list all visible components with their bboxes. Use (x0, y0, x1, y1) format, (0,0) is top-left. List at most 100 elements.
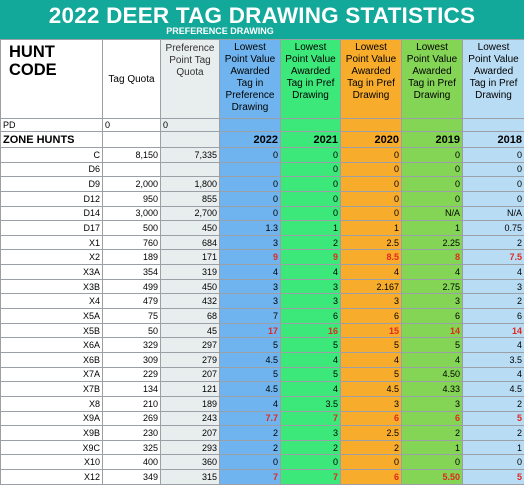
tag-quota-cell[interactable] (102, 161, 161, 178)
tag-quota-cell[interactable]: 760 (102, 234, 161, 251)
value-2019-cell[interactable]: 4.50 (401, 366, 463, 383)
header-2020[interactable]: Lowest Point Value Awarded Tag in Pref D… (340, 39, 402, 119)
tag-quota-cell[interactable]: 950 (102, 190, 161, 207)
value-2019-cell[interactable]: 2 (401, 425, 463, 441)
hunt-code-cell[interactable]: C (0, 147, 103, 163)
hunt-code-cell[interactable]: X6B (0, 351, 103, 368)
tag-quota-cell[interactable]: 134 (102, 381, 161, 397)
value-2022-cell[interactable]: 5 (219, 366, 281, 383)
header-2022[interactable]: Lowest Point Value Awarded Tag in Prefer… (219, 39, 281, 119)
pp-quota-cell[interactable]: 297 (160, 337, 220, 353)
value-2019-cell[interactable]: 0 (401, 190, 463, 207)
hunt-code-cell[interactable]: X6A (0, 337, 103, 353)
value-2021-cell[interactable]: 16 (280, 322, 341, 339)
pp-quota-cell[interactable]: 432 (160, 293, 220, 310)
hunt-code-cell[interactable]: X12 (0, 469, 103, 485)
value-2022-cell[interactable]: 0 (219, 147, 281, 163)
value-2018-cell[interactable]: 4 (462, 337, 524, 353)
pp-quota-cell[interactable]: 450 (160, 220, 220, 236)
tag-quota-cell[interactable]: 50 (102, 322, 161, 339)
value-2021-cell[interactable]: 5 (280, 366, 341, 383)
header-2021[interactable]: Lowest Point Value Awarded Tag in Pref D… (280, 39, 341, 119)
value-2022-cell[interactable]: 7 (219, 308, 281, 324)
pd-2019[interactable] (401, 118, 463, 132)
hunt-code-cell[interactable]: X2 (0, 249, 103, 266)
hunt-code-cell[interactable]: X8 (0, 395, 103, 412)
value-2020-cell[interactable]: 1 (340, 220, 402, 236)
hunt-code-cell[interactable]: X9A (0, 410, 103, 427)
tag-quota-header[interactable]: Tag Quota (102, 39, 161, 119)
value-2021-cell[interactable]: 3 (280, 425, 341, 441)
value-2021-cell[interactable]: 4 (280, 351, 341, 368)
value-2018-cell[interactable]: 5 (462, 469, 524, 485)
value-2022-cell[interactable] (219, 161, 281, 178)
hunt-code-cell[interactable]: D9 (0, 176, 103, 192)
zone-hunts-label[interactable]: ZONE HUNTS (0, 131, 103, 148)
value-2020-cell[interactable]: 0 (340, 190, 402, 207)
value-2022-cell[interactable]: 5 (219, 337, 281, 353)
hunt-code-cell[interactable]: D12 (0, 190, 103, 207)
hunt-code-cell[interactable]: X5A (0, 308, 103, 324)
zone-pp-quota[interactable] (160, 131, 220, 148)
hunt-code-header[interactable]: HUNT CODE (0, 39, 103, 119)
value-2020-cell[interactable]: 3 (340, 395, 402, 412)
tag-quota-cell[interactable]: 309 (102, 351, 161, 368)
pd-2021[interactable] (280, 118, 341, 132)
pp-quota-cell[interactable]: 243 (160, 410, 220, 427)
tag-quota-cell[interactable]: 329 (102, 337, 161, 353)
value-2020-cell[interactable]: 2.167 (340, 278, 402, 295)
value-2020-cell[interactable]: 2.5 (340, 425, 402, 441)
value-2021-cell[interactable]: 3 (280, 293, 341, 310)
hunt-code-cell[interactable]: D6 (0, 161, 103, 178)
value-2019-cell[interactable]: 0 (401, 147, 463, 163)
value-2018-cell[interactable]: 0.75 (462, 220, 524, 236)
value-2022-cell[interactable]: 4.5 (219, 381, 281, 397)
value-2021-cell[interactable]: 0 (280, 190, 341, 207)
hunt-code-cell[interactable]: X5B (0, 322, 103, 339)
pp-quota-cell[interactable]: 315 (160, 469, 220, 485)
value-2022-cell[interactable]: 4.5 (219, 351, 281, 368)
tag-quota-cell[interactable]: 3,000 (102, 205, 161, 222)
hunt-code-cell[interactable]: X7B (0, 381, 103, 397)
value-2019-cell[interactable]: 14 (401, 322, 463, 339)
tag-quota-cell[interactable]: 325 (102, 439, 161, 456)
value-2020-cell[interactable]: 0 (340, 147, 402, 163)
value-2022-cell[interactable]: 4 (219, 264, 281, 280)
pp-quota-cell[interactable]: 319 (160, 264, 220, 280)
hunt-code-cell[interactable]: D14 (0, 205, 103, 222)
tag-quota-cell[interactable]: 400 (102, 454, 161, 471)
tag-quota-cell[interactable]: 500 (102, 220, 161, 236)
pd-label[interactable]: PD (0, 118, 103, 132)
hunt-code-cell[interactable]: X10 (0, 454, 103, 471)
value-2021-cell[interactable]: 0 (280, 161, 341, 178)
value-2018-cell[interactable]: 14 (462, 322, 524, 339)
value-2018-cell[interactable]: 5 (462, 410, 524, 427)
value-2022-cell[interactable]: 0 (219, 190, 281, 207)
value-2019-cell[interactable]: 2.25 (401, 234, 463, 251)
pp-quota-cell[interactable]: 171 (160, 249, 220, 266)
tag-quota-cell[interactable]: 499 (102, 278, 161, 295)
year-2020[interactable]: 2020 (340, 131, 402, 148)
pp-quota-cell[interactable]: 360 (160, 454, 220, 471)
value-2022-cell[interactable]: 3 (219, 293, 281, 310)
pd-pp-quota[interactable]: 0 (160, 118, 220, 132)
value-2018-cell[interactable]: N/A (462, 205, 524, 222)
tag-quota-cell[interactable]: 210 (102, 395, 161, 412)
value-2018-cell[interactable]: 6 (462, 308, 524, 324)
value-2020-cell[interactable]: 3 (340, 293, 402, 310)
hunt-code-cell[interactable]: X9B (0, 425, 103, 441)
value-2020-cell[interactable]: 0 (340, 205, 402, 222)
zone-tag-quota[interactable] (102, 131, 161, 148)
value-2022-cell[interactable]: 0 (219, 176, 281, 192)
value-2022-cell[interactable]: 0 (219, 205, 281, 222)
value-2022-cell[interactable]: 2 (219, 425, 281, 441)
value-2018-cell[interactable]: 4 (462, 264, 524, 280)
value-2021-cell[interactable]: 9 (280, 249, 341, 266)
hunt-code-cell[interactable]: X3A (0, 264, 103, 280)
value-2021-cell[interactable]: 7 (280, 410, 341, 427)
value-2019-cell[interactable]: 1 (401, 439, 463, 456)
value-2020-cell[interactable]: 15 (340, 322, 402, 339)
hunt-code-cell[interactable]: X7A (0, 366, 103, 383)
value-2021-cell[interactable]: 5 (280, 337, 341, 353)
value-2018-cell[interactable]: 1 (462, 439, 524, 456)
